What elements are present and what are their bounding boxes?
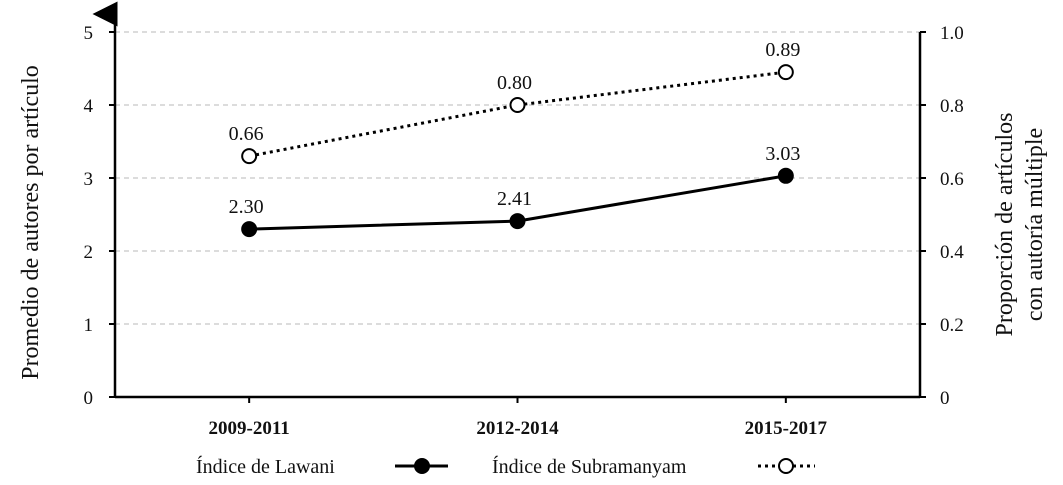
legend: Índice de Lawani Índice de Subramanyam [196, 455, 815, 478]
series-1-data-label: 3.03 [765, 143, 800, 165]
left-tick-label: 4 [84, 96, 94, 117]
right-tick-label: 0.6 [940, 169, 964, 190]
right-axis-title-line: Proporción de artículos [992, 113, 1018, 337]
right-tick-label: 0 [940, 388, 950, 409]
series-1-data-label: 2.41 [497, 188, 532, 210]
series-1-data-label: 2.30 [229, 196, 264, 218]
legend-label-lawani: Índice de Lawani [196, 455, 335, 478]
left-tick-label: 1 [84, 315, 94, 336]
legend-label-subramanyam: Índice de Subramanyam [492, 455, 687, 478]
right-tick-label: 0.8 [940, 96, 964, 117]
series-2-data-label: 0.66 [229, 123, 264, 145]
series-2-point [777, 64, 794, 81]
x-tick-label: 2015-2017 [745, 418, 828, 439]
left-axis-title: Promedio de autores por artículo [18, 65, 44, 380]
left-tick-label: 3 [84, 169, 94, 190]
legend-marker-lawani [414, 458, 430, 474]
series-2-point [509, 97, 526, 113]
right-axis-title-line: con autoría múltiple [1022, 128, 1048, 321]
axes [92, 1, 926, 403]
right-tick-label: 0.4 [940, 242, 964, 263]
legend-marker-subramanyam [778, 458, 794, 474]
left-tick-label: 2 [84, 242, 94, 263]
series-2-point [241, 148, 258, 165]
x-tick-label: 2009-2011 [209, 418, 290, 439]
left-tick-label: 5 [84, 23, 94, 44]
left-tick-label: 0 [84, 388, 94, 409]
text-layer: 0 1 2 3 4 5 0 0.2 0.4 0.6 0.8 1.0 2009-2011 2012-2014… [18, 23, 1048, 439]
right-tick-label: 1.0 [940, 23, 964, 44]
series-layer [241, 64, 794, 238]
series-1-point [241, 221, 258, 238]
right-tick-label: 0.2 [940, 315, 964, 336]
x-tick-label: 2012-2014 [476, 418, 559, 439]
series-1-point [777, 167, 794, 184]
series-2-data-label: 0.89 [765, 39, 800, 61]
series-2-data-label: 0.80 [497, 72, 532, 94]
series-1-point [509, 213, 526, 230]
